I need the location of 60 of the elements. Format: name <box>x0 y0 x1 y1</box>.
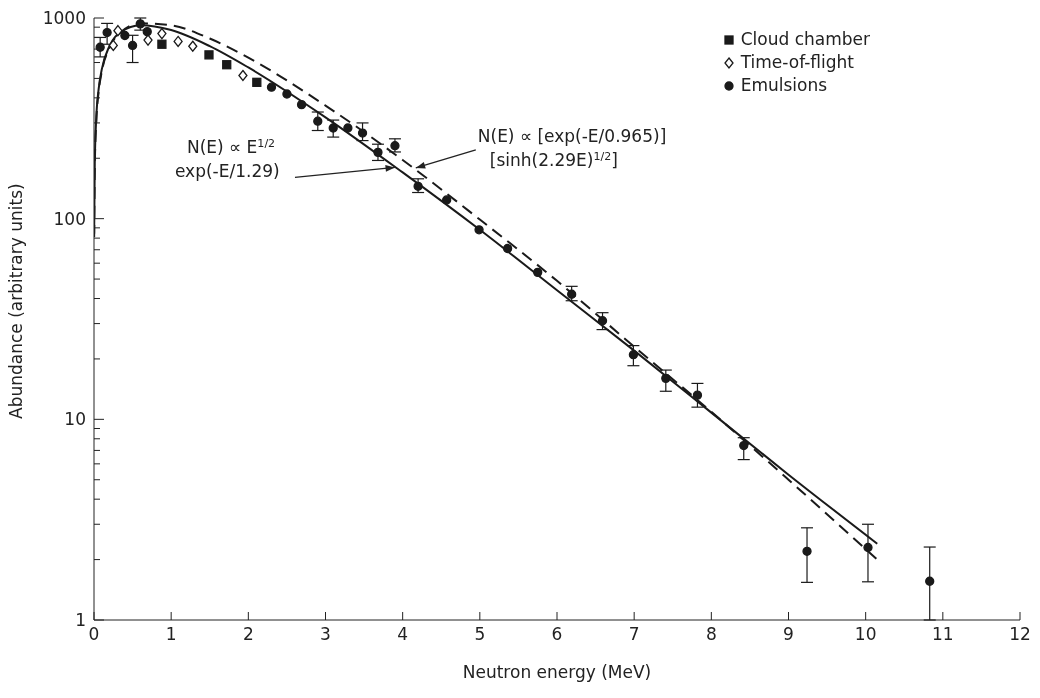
x-tick-label: 3 <box>320 624 331 645</box>
x-tick-label: 12 <box>1009 624 1031 645</box>
point <box>120 30 130 41</box>
point <box>282 89 292 99</box>
point <box>597 316 608 326</box>
point <box>661 373 671 384</box>
point <box>157 27 167 40</box>
point <box>113 24 123 37</box>
point <box>474 225 484 235</box>
point <box>188 40 198 52</box>
point <box>127 40 138 51</box>
point <box>173 35 183 48</box>
x-axis-title: Neutron energy (MeV) <box>462 662 652 682</box>
x-tick-label: 10 <box>854 624 877 645</box>
point <box>628 350 639 360</box>
annotation: N(E) ∝ [exp(-E/0.965)] [sinh(2.29E)$^{1/2}$] <box>477 125 667 170</box>
x-tick-label: 2 <box>242 624 254 645</box>
point <box>296 100 307 110</box>
point <box>222 60 232 70</box>
y-tick-label: 100 <box>53 208 86 229</box>
x-tick-label: 9 <box>783 624 794 645</box>
x-tick-label: 0 <box>88 624 100 645</box>
x-tick-label: 1 <box>165 624 177 645</box>
point <box>925 576 935 586</box>
legend-label: Cloud chamber <box>740 28 870 51</box>
x-tick-label: 5 <box>474 624 486 645</box>
point <box>266 82 277 92</box>
x-tick-label: 11 <box>932 624 954 645</box>
legend-label: Time-of-flight <box>740 51 854 74</box>
x-tick-label: 8 <box>705 624 717 645</box>
legend-label: Emulsions <box>740 74 828 97</box>
y-axis-title: Abundance (arbitrary units) <box>6 183 27 419</box>
point <box>328 123 338 133</box>
y-tick-label: 10 <box>64 409 86 430</box>
x-tick-label: 7 <box>628 624 640 645</box>
x-tick-label: 4 <box>397 624 409 645</box>
point <box>142 27 152 37</box>
point <box>442 195 452 205</box>
point <box>252 77 262 87</box>
point <box>108 39 118 52</box>
point <box>343 123 353 133</box>
x-tick-label: 6 <box>551 624 563 645</box>
point <box>692 390 703 400</box>
point <box>157 39 167 49</box>
annotation: N(E) ∝ E$^{1/2}$ exp(-E/1.29) <box>174 136 280 182</box>
point <box>313 116 323 126</box>
point <box>739 440 749 451</box>
point <box>357 128 368 138</box>
point <box>502 243 513 254</box>
point <box>567 289 577 299</box>
point <box>238 69 248 82</box>
point <box>863 542 873 553</box>
point <box>373 147 383 158</box>
point <box>204 50 214 60</box>
y-tick-label: 1 <box>75 610 86 630</box>
point <box>102 27 112 38</box>
point <box>533 267 543 278</box>
point <box>802 546 812 556</box>
point <box>143 34 153 46</box>
y-tick-label: 1000 <box>42 8 86 28</box>
